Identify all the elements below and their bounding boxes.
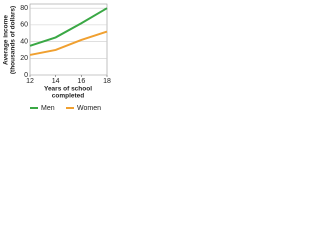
y-axis-label: Average income — [3, 15, 10, 65]
x-axis-label: Years of school — [44, 86, 92, 93]
y-axis-label: (thousands of dollars) — [10, 6, 17, 74]
x-tick-label: 12 — [26, 78, 34, 85]
x-tick-label: 18 — [103, 78, 111, 85]
legend-label: Women — [77, 105, 101, 112]
legend-label: Men — [41, 105, 55, 112]
y-tick-label: 80 — [20, 5, 28, 12]
y-tick-label: 60 — [20, 22, 28, 29]
series-line — [29, 30, 108, 56]
chart: Average income (thousands of dollars) Ye… — [3, 3, 111, 112]
series-line — [29, 7, 108, 47]
y-tick-label: 0 — [24, 72, 28, 79]
x-tick-label: 16 — [77, 78, 85, 85]
y-tick-label: 40 — [20, 38, 28, 45]
x-axis-label: completed — [52, 93, 85, 100]
page: Average income (thousands of dollars) Ye… — [0, 0, 320, 115]
y-tick-label: 20 — [20, 55, 28, 62]
x-tick-label: 14 — [52, 78, 60, 85]
